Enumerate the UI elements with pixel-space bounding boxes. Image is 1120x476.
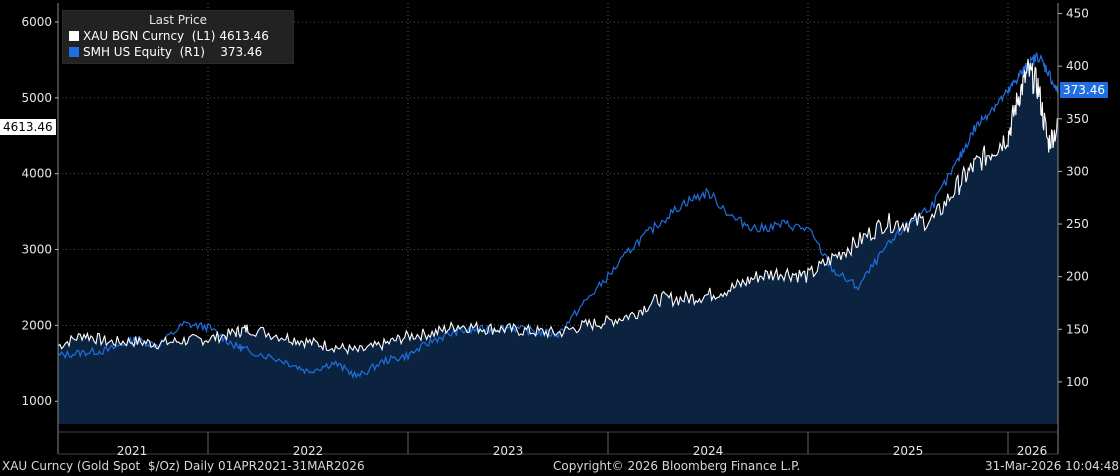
footer-left: XAU Curncy (Gold Spot $/Oz) Daily 01APR2… [2, 459, 365, 473]
right-tick-label: 450 [1066, 7, 1089, 21]
x-tick-label: 2026 [1017, 444, 1048, 458]
right-last-price-tag: 373.46 [1060, 82, 1108, 98]
left-tick-label: 6000 [21, 15, 52, 29]
right-tick-label: 250 [1066, 217, 1089, 231]
legend-swatch-xau [69, 31, 79, 41]
legend-axis-xau: (L1) [191, 29, 216, 43]
smh-series-line [57, 52, 1059, 380]
footer-center: Copyright© 2026 Bloomberg Finance L.P. [553, 459, 801, 473]
x-tick-label: 2023 [493, 444, 524, 458]
left-tick-label: 5000 [21, 91, 52, 105]
right-tick-label: 200 [1066, 270, 1089, 284]
right-tick-label: 100 [1066, 375, 1089, 389]
legend-name-xau: XAU BGN Curncy [83, 29, 185, 43]
legend: Last Price XAU BGN Curncy (L1) 4613.46 S… [62, 10, 294, 64]
series-lines [57, 52, 1059, 380]
x-tick-label: 2022 [293, 444, 324, 458]
tick-labels: 1000 2000 3000 4000 5000 6000 100 150 200 250 300 3… [21, 7, 1088, 458]
x-tick-label: 2021 [117, 444, 148, 458]
left-tick-label: 2000 [21, 318, 52, 332]
gold-area [58, 58, 1058, 425]
axes [55, 3, 1062, 455]
xau-series-line [57, 58, 1059, 356]
right-tick-label: 350 [1066, 112, 1089, 126]
legend-entry-smh: SMH US Equity (R1) 373.46 [63, 44, 293, 60]
right-tick-label: 150 [1066, 322, 1089, 336]
right-tick-label: 400 [1066, 59, 1089, 73]
left-tick-label: 3000 [21, 243, 52, 257]
legend-axis-smh: (R1) [179, 45, 205, 59]
legend-value-smh: 373.46 [220, 45, 263, 59]
x-tick-label: 2024 [693, 444, 724, 458]
left-last-price-tag: 4613.46 [0, 119, 56, 135]
legend-value-xau: 4613.46 [219, 29, 269, 43]
gold-area-fill [58, 58, 1058, 425]
left-tick-label: 4000 [21, 167, 52, 181]
legend-title: Last Price [148, 13, 208, 27]
legend-swatch-smh [69, 47, 79, 57]
legend-name-smh: SMH US Equity [83, 45, 172, 59]
left-tick-label: 1000 [21, 394, 52, 408]
x-tick-label: 2025 [893, 444, 924, 458]
footer-right: 31-Mar-2026 10:04:48 [985, 459, 1120, 473]
right-tick-label: 300 [1066, 164, 1089, 178]
legend-entry-xau: XAU BGN Curncy (L1) 4613.46 [63, 28, 293, 44]
